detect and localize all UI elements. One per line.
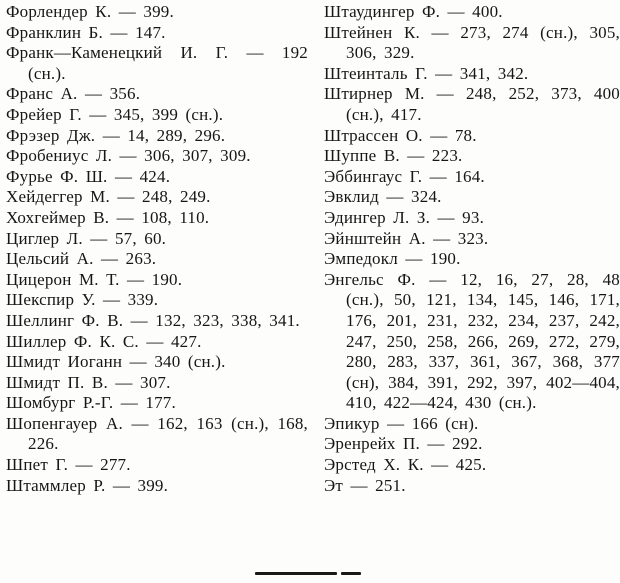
index-columns: Форлендер К. — 399. Франклин Б. — 147. Фра… bbox=[6, 2, 620, 496]
index-entry: Эпикур — 166 (сн). bbox=[324, 413, 479, 433]
index-entry: Фрэзер Дж. — 14, 289, 296. bbox=[6, 125, 226, 145]
divider-segment-short bbox=[341, 572, 361, 575]
index-entry: Шмидт Иоганн — 340 (сн.). bbox=[6, 352, 226, 372]
index-entry: Эвклид — 324. bbox=[324, 187, 442, 207]
index-entry: Форлендер К. — 399. bbox=[6, 2, 174, 21]
index-entry: Фрейер Г. — 345, 399 (сн.). bbox=[6, 104, 224, 124]
index-column-left: Форлендер К. — 399. Франклин Б. — 147. Фра… bbox=[6, 2, 308, 496]
index-column-right: Штаудингер Ф. — 400. Штейнен К. — 273, 27… bbox=[324, 2, 620, 496]
index-entry: Штаудингер Ф. — 400. bbox=[324, 2, 503, 21]
index-entry: Шеллинг Ф. В. — 132, 323, 338, 341. bbox=[6, 310, 300, 330]
index-entry: Цельсий А. — 263. bbox=[6, 249, 157, 269]
index-entry: Штаммлер Р. — 399. bbox=[6, 475, 169, 495]
index-entry: Фробениус Л. — 306, 307, 309. bbox=[6, 146, 251, 166]
index-entry: Франс А. — 356. bbox=[6, 84, 141, 104]
index-entry: Фурье Ф. Ш. — 424. bbox=[6, 166, 171, 186]
index-entry: Франклин Б. — 147. bbox=[6, 22, 166, 42]
index-entry: Энгельс Ф. — 12, 16, 27, 28, 48 (сн.), 5… bbox=[324, 269, 620, 413]
index-entry: Эренрейх П. — 292. bbox=[324, 434, 483, 454]
index-entry: Шекспир У. — 339. bbox=[6, 290, 159, 310]
index-entry: Цицерон М. Т. — 190. bbox=[6, 269, 183, 289]
index-entry: Франк—Каменецкий И. Г. — 192 (сн.). bbox=[6, 43, 308, 83]
index-entry: Шпет Г. — 277. bbox=[6, 455, 131, 475]
index-entry: Штрассен О. — 78. bbox=[324, 125, 477, 145]
index-entry: Шиллер Ф. К. С. — 427. bbox=[6, 331, 202, 351]
index-entry: Эдингер Л. З. — 93. bbox=[324, 207, 485, 227]
index-entry: Эмпедокл — 190. bbox=[324, 249, 461, 269]
index-entry: Шопенгауер А. — 162, 163 (сн.), 168, 226… bbox=[6, 413, 308, 454]
index-entry: Эйнштейн А. — 323. bbox=[324, 228, 489, 248]
index-entry: Шомбург Р.-Г. — 177. bbox=[6, 393, 176, 413]
index-entry: Штеинталь Г. — 341, 342. bbox=[324, 63, 529, 83]
index-entry: Эббингаус Г. — 164. bbox=[324, 166, 485, 186]
index-entry: Штирнер М. — 248, 252, 373, 400 (сн.), 4… bbox=[324, 84, 620, 124]
index-entry: Хохгеймер В. — 108, 110. bbox=[6, 207, 210, 227]
index-entry: Штейнен К. — 273, 274 (сн.), 305, 306, 3… bbox=[324, 22, 620, 63]
divider-segment-long bbox=[255, 572, 337, 575]
index-entry: Эрстед Х. К. — 425. bbox=[324, 455, 487, 475]
footer-divider bbox=[255, 572, 361, 575]
index-entry: Циглер Л. — 57, 60. bbox=[6, 228, 167, 248]
index-entry: Шуппе В. — 223. bbox=[324, 146, 463, 166]
index-entry: Хейдеггер М. — 248, 249. bbox=[6, 187, 211, 207]
index-entry: Шмидт П. В. — 307. bbox=[6, 372, 171, 392]
index-entry: Эт — 251. bbox=[324, 475, 406, 495]
